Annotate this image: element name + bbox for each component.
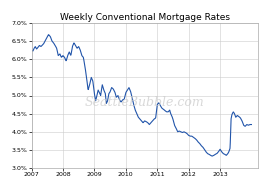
Title: Weekly Conventional Mortgage Rates: Weekly Conventional Mortgage Rates xyxy=(60,13,230,22)
Text: SeattleBubble.com: SeattleBubble.com xyxy=(85,96,205,109)
